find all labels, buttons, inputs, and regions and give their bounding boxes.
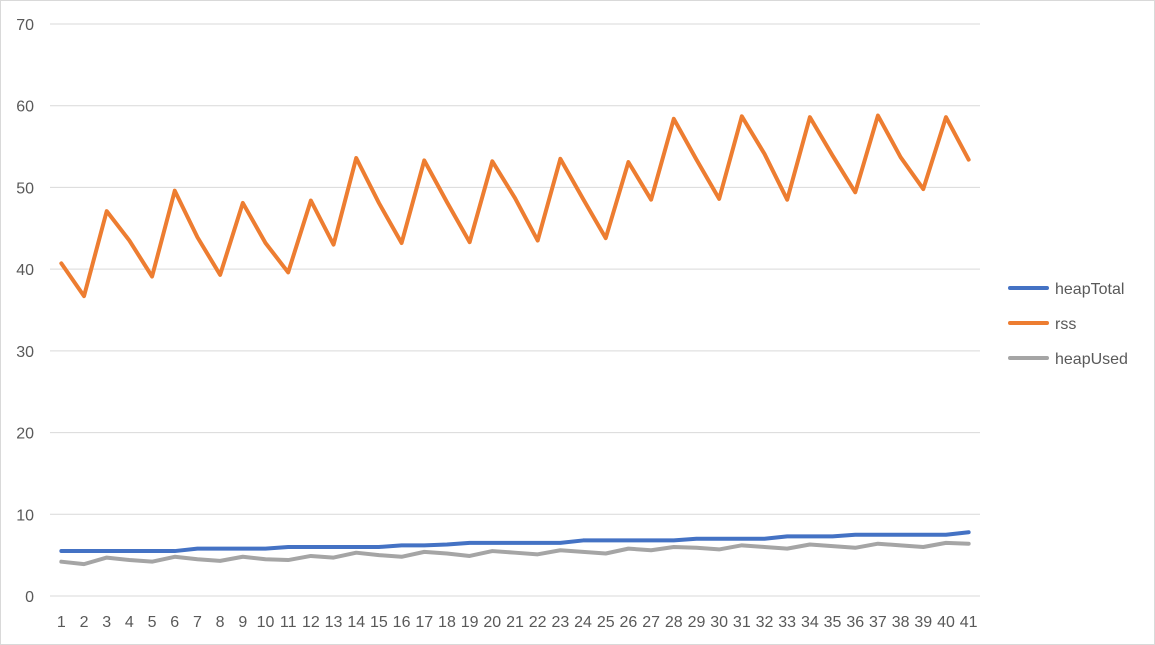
x-tick-label-30: 30 <box>710 614 728 631</box>
x-tick-label-34: 34 <box>801 614 819 631</box>
y-tick-label-30: 30 <box>16 344 34 361</box>
x-tick-label-21: 21 <box>506 614 524 631</box>
x-axis-tick-labels: 1 2 3 4 5 6 7 8 9 10 11 12 13 14 15 16 17 18 19 20 21 22 23 24 2… <box>57 614 978 631</box>
x-tick-label-10: 10 <box>257 614 275 631</box>
x-tick-label-18: 18 <box>438 614 456 631</box>
x-tick-label-17: 17 <box>415 614 433 631</box>
x-tick-label-33: 33 <box>778 614 796 631</box>
x-tick-label-3: 3 <box>102 614 111 631</box>
x-tick-label-32: 32 <box>756 614 774 631</box>
legend: heapTotal rss heapUsed <box>1008 281 1128 368</box>
x-tick-label-24: 24 <box>574 614 592 631</box>
series-line-heapUsed <box>59 540 971 567</box>
x-tick-label-27: 27 <box>642 614 660 631</box>
y-tick-label-50: 50 <box>16 180 34 197</box>
x-tick-label-5: 5 <box>148 614 157 631</box>
x-tick-label-2: 2 <box>80 614 89 631</box>
y-tick-label-70: 70 <box>16 17 34 34</box>
x-tick-label-13: 13 <box>325 614 343 631</box>
legend-label-heapTotal: heapTotal <box>1055 281 1124 298</box>
y-axis-tick-labels: 0 10 20 30 40 50 60 70 <box>16 17 34 606</box>
legend-label-heapUsed: heapUsed <box>1055 351 1128 368</box>
x-tick-label-38: 38 <box>892 614 910 631</box>
x-tick-label-15: 15 <box>370 614 388 631</box>
x-tick-label-35: 35 <box>824 614 842 631</box>
legend-label-rss: rss <box>1055 316 1076 333</box>
x-tick-label-40: 40 <box>937 614 955 631</box>
x-tick-label-36: 36 <box>846 614 864 631</box>
x-tick-label-7: 7 <box>193 614 202 631</box>
x-tick-label-22: 22 <box>529 614 547 631</box>
x-tick-label-12: 12 <box>302 614 320 631</box>
series-line-heapTotal <box>59 530 971 554</box>
x-tick-label-31: 31 <box>733 614 751 631</box>
x-tick-label-23: 23 <box>551 614 569 631</box>
y-tick-label-40: 40 <box>16 262 34 279</box>
x-tick-label-16: 16 <box>393 614 411 631</box>
series-lines <box>59 113 971 567</box>
x-tick-label-20: 20 <box>483 614 501 631</box>
x-tick-label-29: 29 <box>688 614 706 631</box>
x-tick-label-4: 4 <box>125 614 134 631</box>
x-tick-label-19: 19 <box>461 614 479 631</box>
x-tick-label-39: 39 <box>914 614 932 631</box>
x-tick-label-9: 9 <box>238 614 247 631</box>
y-tick-label-60: 60 <box>16 99 34 116</box>
x-tick-label-11: 11 <box>280 614 297 631</box>
y-tick-label-0: 0 <box>25 589 34 606</box>
y-tick-label-20: 20 <box>16 426 34 443</box>
x-tick-label-25: 25 <box>597 614 615 631</box>
x-tick-label-6: 6 <box>170 614 179 631</box>
x-tick-label-14: 14 <box>347 614 365 631</box>
x-tick-label-8: 8 <box>216 614 225 631</box>
x-tick-label-28: 28 <box>665 614 683 631</box>
x-tick-label-37: 37 <box>869 614 887 631</box>
series-line-rss <box>59 113 971 299</box>
x-tick-label-26: 26 <box>620 614 638 631</box>
x-tick-label-41: 41 <box>960 614 978 631</box>
gridlines <box>50 23 980 597</box>
x-tick-label-1: 1 <box>57 614 66 631</box>
y-tick-label-10: 10 <box>16 507 34 524</box>
